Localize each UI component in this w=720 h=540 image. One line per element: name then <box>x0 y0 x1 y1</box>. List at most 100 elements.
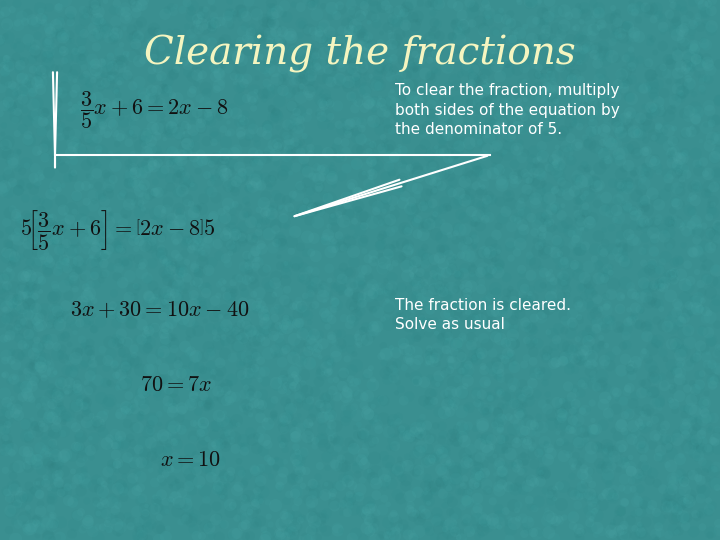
Point <box>477 44 489 52</box>
Point <box>635 438 647 447</box>
Point <box>408 13 419 22</box>
Point <box>153 380 164 388</box>
Point <box>431 0 443 9</box>
Point <box>8 201 19 210</box>
Point <box>103 212 114 221</box>
Point <box>250 52 261 60</box>
Point <box>91 17 103 25</box>
Point <box>346 305 358 313</box>
Point <box>85 434 96 443</box>
Point <box>96 112 107 120</box>
Point <box>32 70 44 79</box>
Point <box>9 485 20 494</box>
Point <box>573 313 585 321</box>
Point <box>284 321 296 329</box>
Point <box>302 347 314 355</box>
Point <box>586 93 598 102</box>
Point <box>150 188 161 197</box>
Point <box>179 72 191 80</box>
Point <box>598 42 609 50</box>
Point <box>477 56 489 64</box>
Point <box>25 305 37 313</box>
Point <box>261 80 272 89</box>
Point <box>474 382 485 390</box>
Point <box>528 348 539 356</box>
Point <box>449 467 461 476</box>
Point <box>531 160 542 169</box>
Text: $x = 10$: $x = 10$ <box>160 450 221 470</box>
Point <box>274 534 286 540</box>
Point <box>417 413 428 421</box>
Point <box>477 87 489 96</box>
Point <box>127 285 139 294</box>
Point <box>180 380 192 388</box>
Point <box>495 147 507 156</box>
Point <box>46 187 58 196</box>
Point <box>672 31 683 39</box>
Point <box>462 308 474 316</box>
Point <box>525 271 536 280</box>
Point <box>664 239 675 248</box>
Point <box>521 354 532 362</box>
Point <box>189 129 200 137</box>
Point <box>670 163 682 172</box>
Point <box>110 87 122 96</box>
Point <box>212 512 224 521</box>
Point <box>137 533 148 540</box>
Point <box>523 188 535 197</box>
Point <box>76 53 88 62</box>
Point <box>446 310 457 319</box>
Point <box>349 217 361 226</box>
Point <box>387 15 399 23</box>
Point <box>431 49 442 57</box>
Point <box>644 420 655 428</box>
Point <box>313 86 325 95</box>
Point <box>129 423 140 431</box>
Point <box>525 0 536 6</box>
Point <box>347 55 359 63</box>
Point <box>336 382 348 390</box>
Point <box>63 387 74 395</box>
Point <box>644 71 656 79</box>
Point <box>421 474 433 483</box>
Point <box>525 340 536 349</box>
Point <box>690 217 702 225</box>
Point <box>509 141 521 150</box>
Point <box>553 77 564 86</box>
Point <box>87 124 99 132</box>
Point <box>286 195 297 204</box>
Point <box>75 458 86 467</box>
Point <box>205 491 217 500</box>
Point <box>294 467 306 475</box>
Point <box>96 147 107 156</box>
Point <box>654 404 665 413</box>
Point <box>712 132 720 141</box>
Point <box>102 468 114 476</box>
Point <box>714 294 720 303</box>
Point <box>696 88 708 97</box>
Point <box>217 158 229 167</box>
Point <box>261 454 273 462</box>
Point <box>182 368 194 376</box>
Point <box>606 140 617 149</box>
Point <box>71 192 83 200</box>
Point <box>348 247 359 256</box>
Point <box>643 283 654 292</box>
Point <box>667 323 678 332</box>
Point <box>145 107 157 116</box>
Point <box>53 254 64 263</box>
Point <box>246 56 257 64</box>
Point <box>490 333 501 341</box>
Point <box>294 396 305 405</box>
Point <box>297 330 308 339</box>
Point <box>196 205 207 213</box>
Point <box>557 279 569 288</box>
Point <box>661 269 672 278</box>
Point <box>566 230 577 238</box>
Point <box>351 361 362 370</box>
Point <box>244 120 256 129</box>
Point <box>34 180 45 188</box>
Point <box>403 431 415 440</box>
Point <box>120 533 132 540</box>
Point <box>544 296 556 305</box>
